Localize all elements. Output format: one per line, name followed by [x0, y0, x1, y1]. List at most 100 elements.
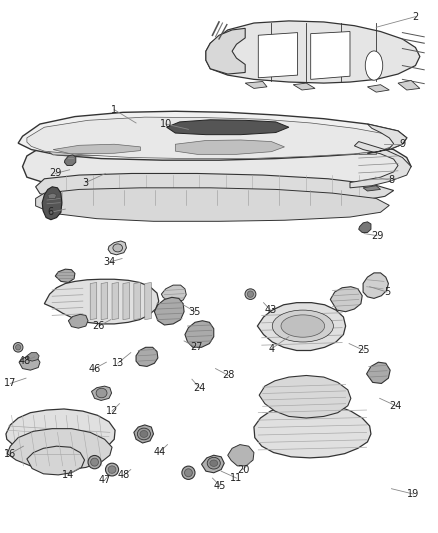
Polygon shape: [315, 146, 332, 154]
Text: 16: 16: [4, 449, 16, 458]
Text: 47: 47: [99, 475, 111, 485]
Polygon shape: [201, 455, 224, 473]
Ellipse shape: [13, 343, 23, 352]
Polygon shape: [350, 142, 411, 188]
Ellipse shape: [88, 456, 101, 469]
Polygon shape: [145, 282, 151, 320]
Polygon shape: [206, 21, 420, 83]
Polygon shape: [398, 80, 420, 90]
Polygon shape: [363, 273, 389, 298]
Ellipse shape: [207, 457, 220, 469]
Polygon shape: [7, 429, 112, 470]
Polygon shape: [123, 282, 130, 320]
Ellipse shape: [138, 428, 150, 440]
Polygon shape: [206, 28, 245, 74]
Text: 28: 28: [223, 370, 235, 381]
Text: 48: 48: [118, 470, 130, 480]
Ellipse shape: [91, 458, 99, 466]
Polygon shape: [27, 353, 39, 361]
Polygon shape: [48, 193, 57, 198]
Text: 44: 44: [154, 447, 166, 456]
Ellipse shape: [108, 466, 116, 473]
Text: 4: 4: [268, 344, 275, 354]
Polygon shape: [35, 188, 389, 221]
Polygon shape: [166, 120, 289, 135]
Text: 1: 1: [111, 104, 117, 115]
Ellipse shape: [140, 431, 148, 438]
Ellipse shape: [272, 310, 333, 342]
Polygon shape: [293, 83, 315, 90]
Polygon shape: [175, 140, 285, 155]
Text: 35: 35: [189, 306, 201, 317]
Text: 19: 19: [407, 489, 420, 499]
Ellipse shape: [182, 466, 195, 479]
Text: 25: 25: [358, 345, 370, 356]
Text: 24: 24: [193, 383, 205, 393]
Ellipse shape: [365, 51, 383, 80]
Polygon shape: [359, 146, 376, 154]
Polygon shape: [53, 144, 141, 154]
Text: 27: 27: [190, 342, 202, 352]
Polygon shape: [27, 446, 85, 475]
Text: 12: 12: [106, 406, 118, 416]
Polygon shape: [367, 85, 389, 92]
Text: 29: 29: [49, 168, 61, 179]
Polygon shape: [18, 111, 407, 160]
Polygon shape: [330, 287, 362, 312]
Polygon shape: [154, 297, 184, 325]
Text: 45: 45: [214, 481, 226, 490]
Polygon shape: [311, 31, 350, 79]
Text: 26: 26: [93, 321, 105, 331]
Text: 24: 24: [390, 401, 402, 411]
Text: 14: 14: [62, 470, 74, 480]
Ellipse shape: [184, 469, 192, 477]
Text: 29: 29: [371, 231, 383, 241]
Polygon shape: [44, 140, 158, 156]
Polygon shape: [108, 241, 127, 255]
Ellipse shape: [113, 244, 123, 252]
Text: 20: 20: [237, 465, 249, 474]
Polygon shape: [258, 33, 297, 78]
Text: 43: 43: [265, 305, 277, 315]
Polygon shape: [185, 321, 214, 348]
Ellipse shape: [106, 463, 119, 476]
Text: 8: 8: [389, 175, 395, 185]
Text: 34: 34: [103, 257, 115, 267]
Polygon shape: [367, 124, 407, 154]
Polygon shape: [55, 269, 75, 282]
Polygon shape: [112, 282, 119, 320]
Polygon shape: [161, 285, 186, 303]
Text: 17: 17: [4, 378, 17, 389]
Text: 48: 48: [18, 356, 31, 366]
Polygon shape: [259, 375, 351, 418]
Text: 6: 6: [48, 207, 54, 217]
Ellipse shape: [281, 315, 325, 337]
Polygon shape: [92, 386, 112, 400]
Polygon shape: [27, 117, 398, 159]
Text: 3: 3: [83, 177, 89, 188]
Text: 11: 11: [230, 473, 243, 483]
Ellipse shape: [15, 345, 21, 350]
Polygon shape: [359, 222, 371, 232]
Polygon shape: [245, 82, 267, 88]
Polygon shape: [101, 282, 108, 320]
Text: 9: 9: [399, 139, 406, 149]
Ellipse shape: [210, 460, 218, 466]
Polygon shape: [19, 356, 40, 370]
Polygon shape: [258, 303, 346, 351]
Ellipse shape: [247, 291, 254, 297]
Polygon shape: [64, 155, 76, 165]
Text: 2: 2: [412, 12, 419, 22]
Polygon shape: [6, 409, 115, 457]
Polygon shape: [44, 279, 159, 324]
Ellipse shape: [245, 289, 256, 300]
Polygon shape: [68, 314, 88, 328]
Text: 13: 13: [112, 358, 124, 368]
Polygon shape: [162, 138, 297, 157]
Polygon shape: [134, 282, 141, 320]
Polygon shape: [367, 362, 390, 383]
Polygon shape: [90, 282, 97, 320]
Polygon shape: [22, 134, 411, 192]
Text: 5: 5: [384, 287, 390, 297]
Text: 10: 10: [159, 119, 172, 129]
